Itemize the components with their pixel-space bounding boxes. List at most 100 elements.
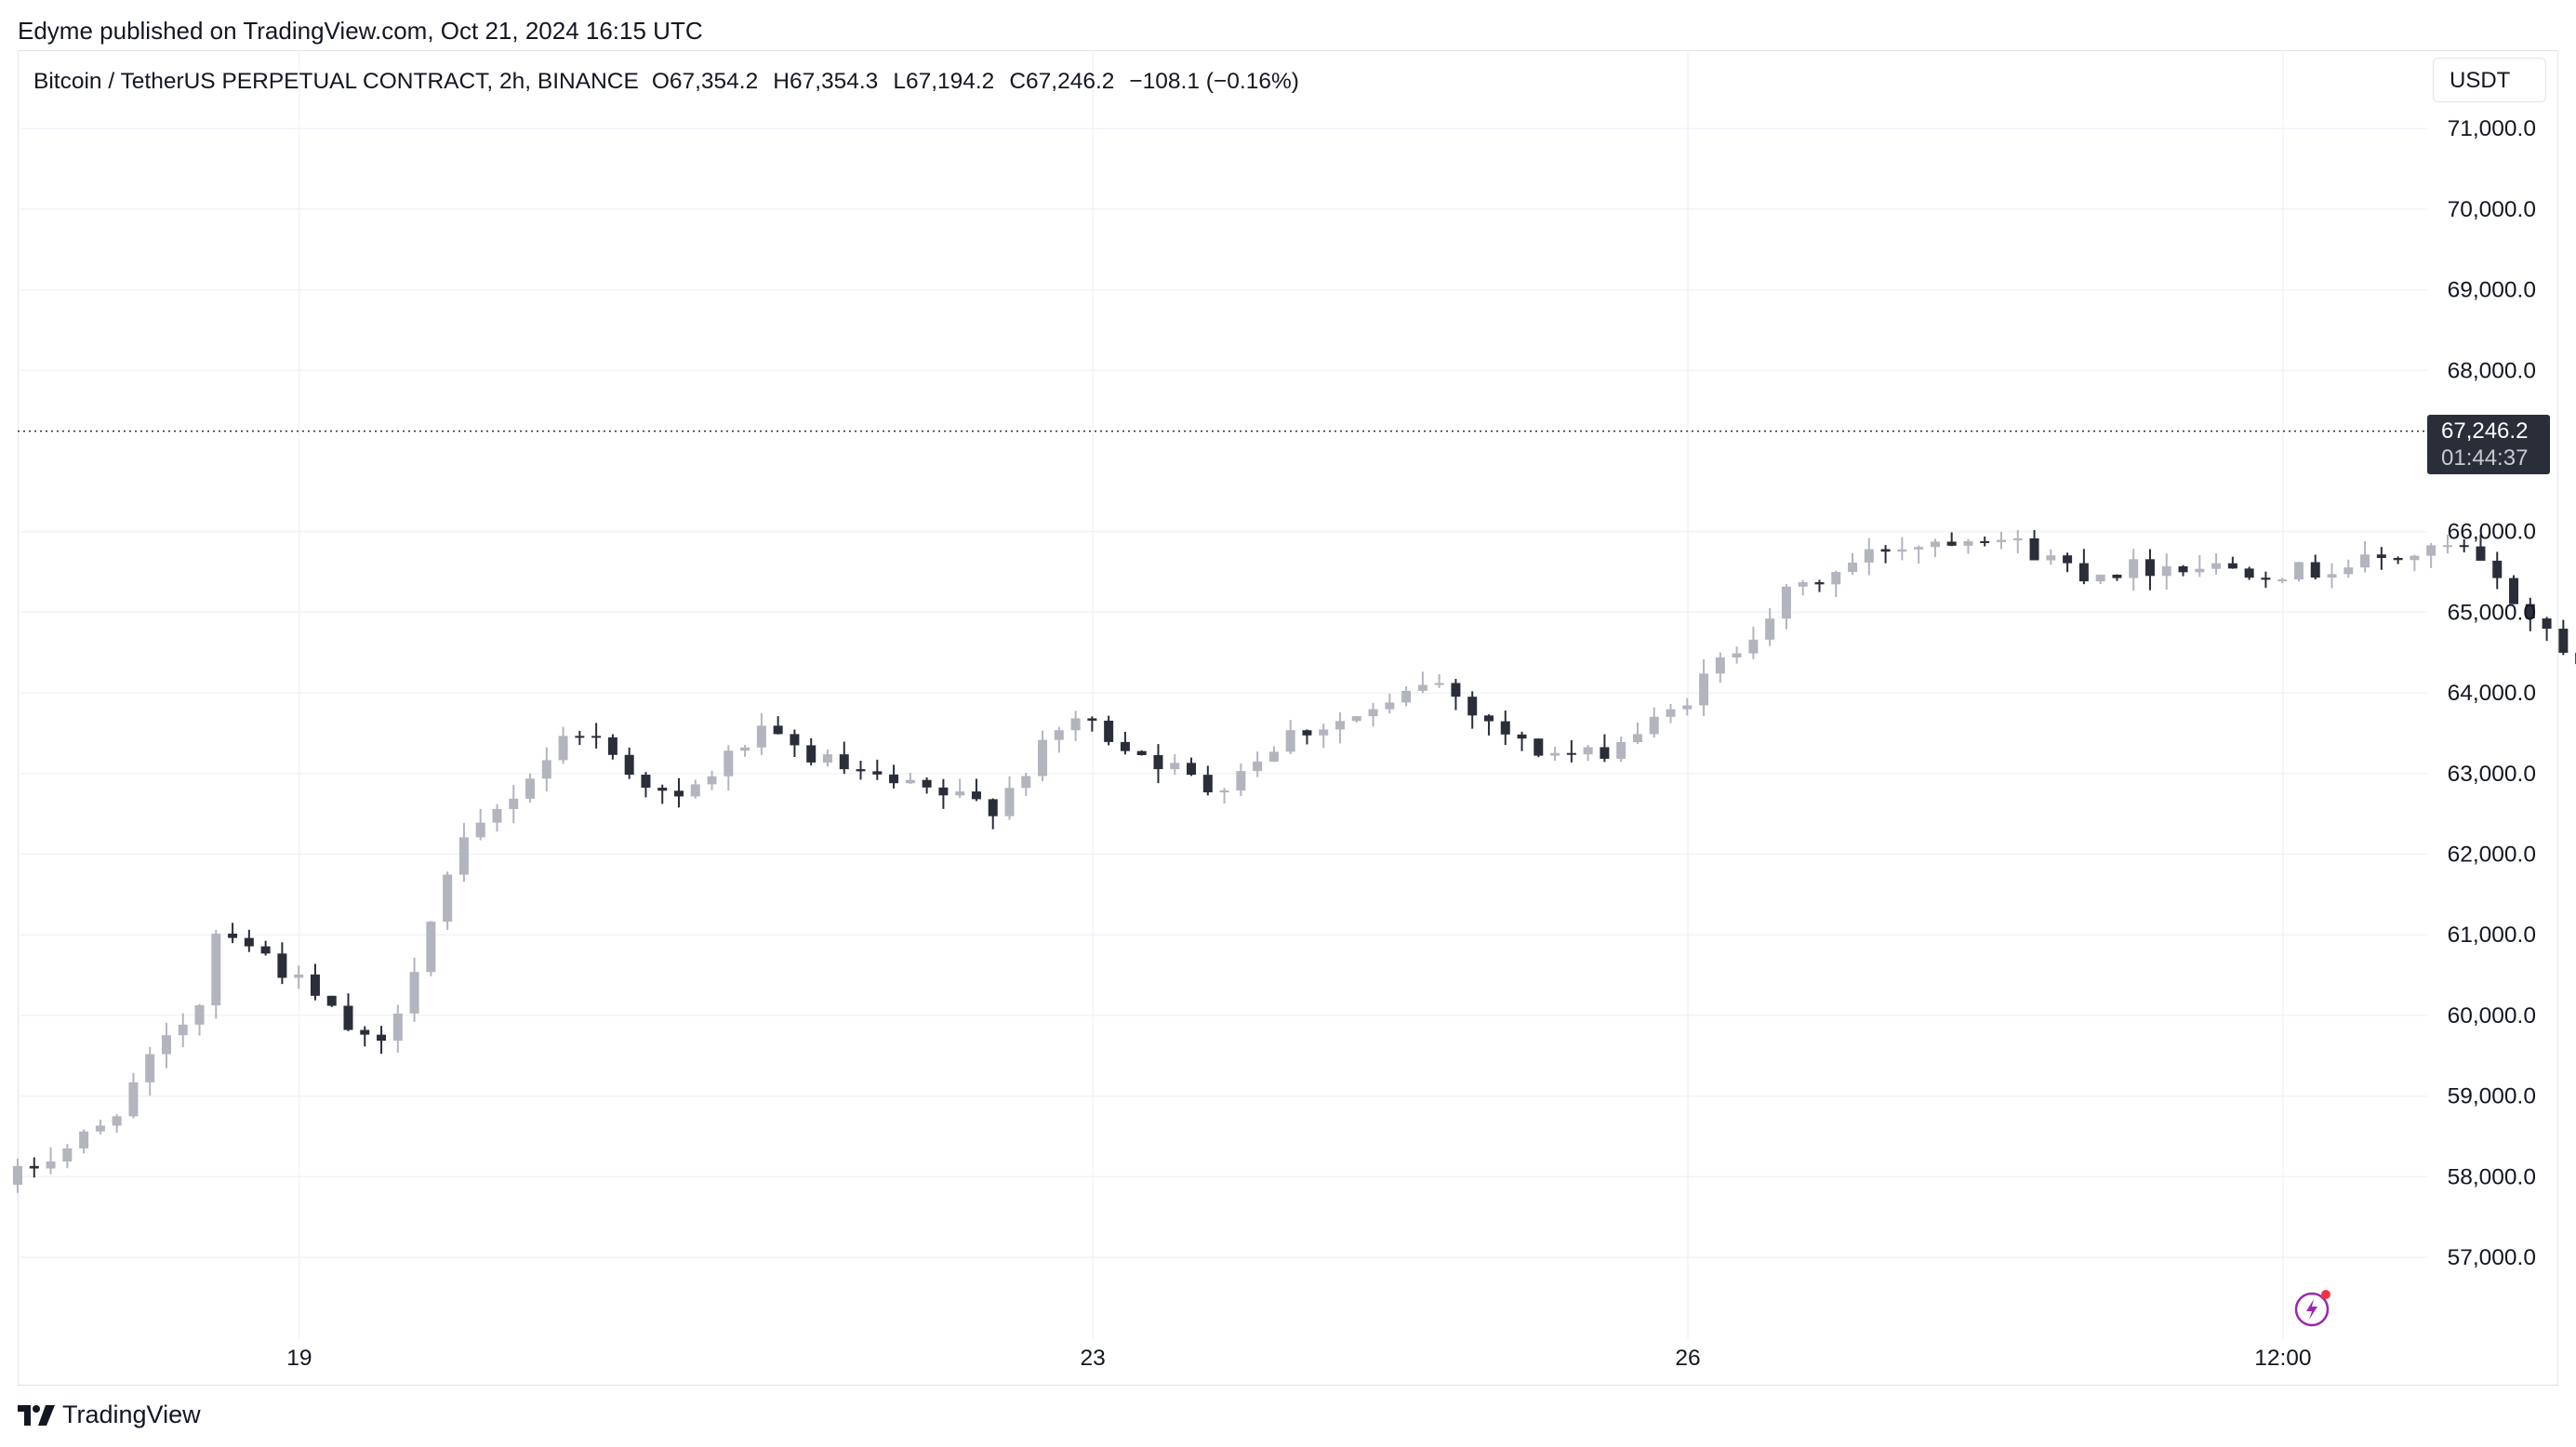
x-tick-label: 23 xyxy=(1080,1346,1105,1371)
ohlc-close: C67,246.2 xyxy=(1009,69,1115,94)
candle-body xyxy=(343,1005,353,1030)
candle-body xyxy=(1930,541,1940,548)
candle-body xyxy=(1467,697,1478,716)
tradingview-brand[interactable]: TradingView xyxy=(18,1401,201,1429)
y-tick-label: 64,000.0 xyxy=(2448,681,2536,706)
y-tick-label: 57,000.0 xyxy=(2448,1245,2536,1270)
candle-body xyxy=(988,799,998,816)
candle-body xyxy=(1583,747,1593,755)
candle-body xyxy=(1649,716,1659,735)
candle-body xyxy=(29,1165,39,1169)
published-caption: Edyme published on TradingView.com, Oct … xyxy=(18,17,703,45)
candle-body xyxy=(2144,559,2155,577)
y-tick-label: 70,000.0 xyxy=(2448,197,2536,222)
candle-body xyxy=(2525,604,2535,619)
brand-name: TradingView xyxy=(62,1401,201,1428)
candle-body xyxy=(1104,720,1114,742)
candle-body xyxy=(458,837,469,875)
notification-dot xyxy=(2321,1290,2330,1299)
candle-body xyxy=(310,974,320,996)
candle-body xyxy=(2244,568,2254,578)
candle-body xyxy=(1814,582,1825,585)
lightning-bolt-icon[interactable] xyxy=(2293,1287,2334,1328)
candle-body xyxy=(1682,705,1693,710)
candle-body xyxy=(525,778,536,799)
candle-body xyxy=(1170,763,1180,770)
candle-body xyxy=(2310,562,2320,578)
y-tick-label: 69,000.0 xyxy=(2448,278,2536,303)
candle-body xyxy=(1335,721,1345,730)
candle-body xyxy=(1715,657,1725,674)
candle-body xyxy=(1997,539,2006,542)
candle-body xyxy=(872,771,883,775)
candle-series xyxy=(13,529,2576,1193)
symbol-title: Bitcoin / TetherUS PERPETUAL CONTRACT, 2… xyxy=(33,69,639,94)
candle-body xyxy=(2459,545,2469,548)
candle-body xyxy=(1566,752,1576,755)
candle-body xyxy=(1666,709,1676,717)
candle-body xyxy=(377,1034,387,1042)
candle-body xyxy=(1253,761,1263,772)
candle-body xyxy=(2261,577,2271,580)
candle-body xyxy=(856,769,866,772)
candle-body xyxy=(426,922,436,973)
candle-body xyxy=(1368,709,1378,717)
candle-body xyxy=(1781,586,1791,619)
candle-body xyxy=(822,754,832,763)
candle-body xyxy=(2344,567,2354,575)
candle-body xyxy=(2360,554,2370,568)
candle-body xyxy=(2542,618,2552,630)
candle-body xyxy=(2476,546,2486,561)
candle-body xyxy=(443,874,453,923)
candle-body xyxy=(1798,582,1808,587)
candle-body xyxy=(2393,557,2403,561)
y-tick-label: 65,000.0 xyxy=(2448,600,2536,625)
candle-body xyxy=(228,933,238,938)
candle-body xyxy=(1401,690,1412,703)
ohlc-open: O67,354.2 xyxy=(651,69,759,94)
candle-body xyxy=(145,1054,155,1082)
candle-body xyxy=(260,946,271,954)
y-tick-label: 60,000.0 xyxy=(2448,1003,2536,1029)
y-tick-label: 61,000.0 xyxy=(2448,923,2536,948)
y-tick-label: 63,000.0 xyxy=(2448,762,2536,787)
candle-body xyxy=(591,736,602,738)
candle-body xyxy=(475,822,485,838)
candle-body xyxy=(1732,653,1742,657)
candle-body xyxy=(1417,684,1427,691)
candle-body xyxy=(1285,730,1295,752)
candle-body xyxy=(211,933,221,1006)
candle-body xyxy=(971,791,981,800)
candle-body xyxy=(1946,541,1957,546)
candle-body xyxy=(2410,555,2420,561)
candle-body xyxy=(2558,629,2569,653)
candle-body xyxy=(624,754,634,776)
currency-button[interactable]: USDT xyxy=(2433,58,2546,102)
candle-body xyxy=(740,747,750,751)
candle-body xyxy=(2195,568,2205,573)
candle-body xyxy=(541,760,551,779)
candle-body xyxy=(2426,545,2437,556)
candle-body xyxy=(294,974,304,978)
y-tick-label: 59,000.0 xyxy=(2448,1084,2536,1109)
candle-body xyxy=(1517,734,1527,739)
candle-body xyxy=(1550,752,1560,756)
candle-body xyxy=(2211,563,2222,569)
candle-body xyxy=(244,937,254,947)
candle-body xyxy=(2161,566,2171,577)
candle-body xyxy=(790,734,800,746)
candle-body xyxy=(360,1029,370,1035)
candle-body xyxy=(1600,747,1610,759)
candle-body xyxy=(1632,734,1642,743)
candle-body xyxy=(2492,560,2503,578)
candle-body xyxy=(1004,788,1015,816)
candle-body xyxy=(1534,738,1544,756)
y-tick-label: 71,000.0 xyxy=(2448,116,2536,141)
candle-body xyxy=(1451,683,1461,697)
candle-body xyxy=(128,1082,139,1117)
candle-body xyxy=(2112,574,2122,578)
candle-body xyxy=(1500,721,1510,735)
candle-body xyxy=(2442,545,2452,548)
